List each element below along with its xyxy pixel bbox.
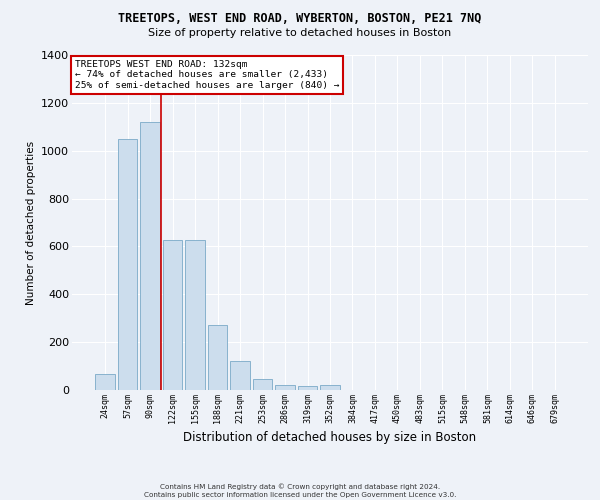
Bar bbox=[320, 385, 340, 390]
Y-axis label: Number of detached properties: Number of detached properties bbox=[26, 140, 35, 304]
Text: TREETOPS, WEST END ROAD, WYBERTON, BOSTON, PE21 7NQ: TREETOPS, WEST END ROAD, WYBERTON, BOSTO… bbox=[118, 12, 482, 26]
Bar bbox=[140, 122, 160, 390]
Bar bbox=[208, 326, 227, 390]
Bar bbox=[185, 240, 205, 390]
Bar bbox=[298, 386, 317, 390]
X-axis label: Distribution of detached houses by size in Boston: Distribution of detached houses by size … bbox=[184, 431, 476, 444]
Text: Contains HM Land Registry data © Crown copyright and database right 2024.
Contai: Contains HM Land Registry data © Crown c… bbox=[144, 484, 456, 498]
Text: TREETOPS WEST END ROAD: 132sqm
← 74% of detached houses are smaller (2,433)
25% : TREETOPS WEST END ROAD: 132sqm ← 74% of … bbox=[74, 60, 339, 90]
Bar bbox=[253, 379, 272, 390]
Text: Size of property relative to detached houses in Boston: Size of property relative to detached ho… bbox=[148, 28, 452, 38]
Bar bbox=[230, 362, 250, 390]
Bar bbox=[275, 385, 295, 390]
Bar bbox=[163, 240, 182, 390]
Bar bbox=[95, 374, 115, 390]
Bar bbox=[118, 138, 137, 390]
